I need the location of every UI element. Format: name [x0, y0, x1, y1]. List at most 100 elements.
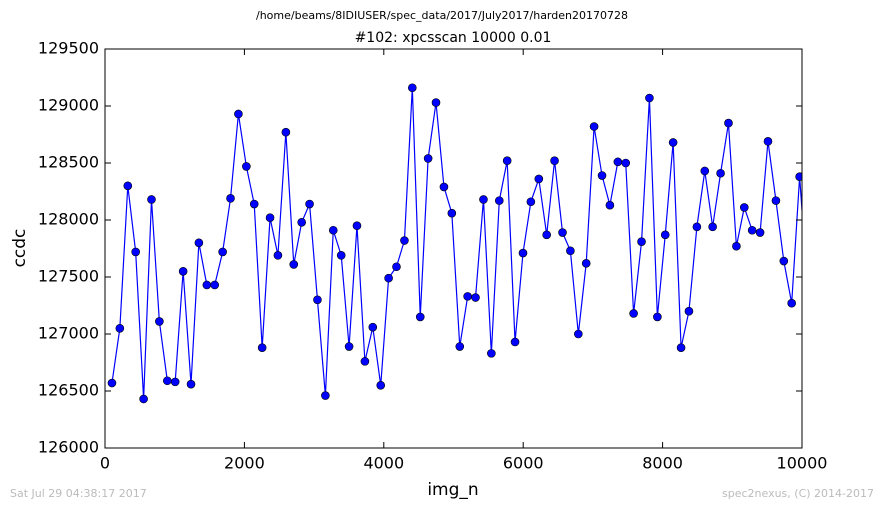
y-tick-label: 128500 [38, 153, 99, 172]
y-tick-label: 129500 [38, 39, 99, 58]
data-point [716, 168, 725, 178]
x-axis-label: img_n [427, 480, 478, 500]
data-point [297, 217, 306, 227]
data-point [479, 195, 488, 204]
data-point [566, 246, 575, 256]
data-point [218, 247, 227, 257]
data-point [376, 380, 386, 390]
data-point [787, 298, 796, 308]
data-point [502, 156, 512, 166]
data-point [415, 312, 425, 322]
data-point [747, 225, 757, 235]
data-point [684, 306, 694, 316]
data-point [273, 251, 283, 260]
data-point [455, 342, 465, 351]
data-point [739, 203, 749, 212]
data-point [668, 138, 678, 147]
data-point [226, 194, 235, 203]
data-point [589, 122, 599, 131]
data-point [763, 137, 773, 146]
data-point [249, 199, 259, 209]
data-point [336, 251, 346, 260]
data-point [257, 343, 267, 352]
data-point [447, 208, 457, 218]
data-point [621, 158, 631, 168]
y-axis-label: ccdc [10, 229, 30, 268]
data-point [313, 295, 322, 305]
data-point [574, 329, 583, 339]
data-point [692, 222, 702, 232]
data-point [613, 157, 623, 167]
data-point [123, 181, 133, 191]
data-point [732, 241, 741, 251]
data-point [550, 156, 559, 166]
y-tick-label: 126000 [38, 438, 99, 457]
data-point [408, 83, 417, 93]
data-point [795, 172, 802, 181]
data-point [352, 221, 362, 230]
data-point [155, 317, 164, 326]
data-point [487, 349, 496, 358]
y-tick-label: 126500 [38, 381, 99, 400]
data-point [392, 262, 401, 272]
data-point [147, 195, 156, 204]
data-point [194, 238, 204, 248]
x-tick-label: 0 [100, 454, 110, 473]
y-tick-label: 127000 [38, 324, 99, 343]
data-point [202, 280, 212, 290]
data-point [804, 284, 812, 292]
data-point [139, 394, 148, 404]
data-point [305, 199, 314, 209]
axes-frame [104, 48, 803, 449]
data-point [724, 118, 733, 128]
data-point [494, 196, 504, 205]
data-point [242, 162, 251, 171]
data-point [431, 98, 441, 107]
data-point [463, 292, 472, 301]
data-point [186, 379, 196, 389]
x-tick-label: 10000 [777, 454, 828, 473]
data-point [115, 323, 125, 333]
data-point [368, 322, 378, 332]
data-point [660, 230, 670, 240]
data-point [542, 230, 551, 240]
data-point [210, 280, 220, 290]
data-point [653, 312, 662, 322]
data-point [471, 293, 480, 302]
x-tick-label: 4000 [363, 454, 404, 473]
y-tick-label: 127500 [38, 267, 99, 286]
x-tick-label: 6000 [503, 454, 544, 473]
data-point [384, 273, 393, 283]
data-point [676, 343, 686, 352]
footer-left: Sat Jul 29 04:38:17 2017 [10, 487, 147, 500]
data-point [360, 357, 370, 366]
data-point [281, 127, 291, 137]
data-point [755, 228, 765, 237]
data-point [107, 378, 117, 388]
data-point [708, 222, 717, 232]
data-point [534, 174, 544, 184]
data-point [526, 197, 536, 207]
y-tick-label: 129000 [38, 96, 99, 115]
x-tick-label: 8000 [642, 454, 683, 473]
data-point [637, 237, 646, 246]
data-point [170, 377, 180, 387]
footer-right: spec2nexus, (C) 2014-2017 [722, 487, 874, 500]
data-point [178, 266, 188, 276]
data-point [597, 171, 607, 180]
data-point [605, 200, 615, 210]
data-line [111, 87, 802, 400]
data-point [779, 256, 789, 266]
data-point [289, 260, 299, 269]
suptitle: /home/beams/8IDIUSER/spec_data/2017/July… [256, 9, 628, 22]
data-point [131, 247, 140, 257]
data-point [581, 259, 591, 268]
plot-area [107, 83, 812, 404]
data-point [321, 391, 330, 400]
data-point [510, 337, 520, 347]
data-point [400, 236, 409, 245]
data-point [163, 376, 172, 386]
chart-title: #102: xpcsscan 10000 0.01 [355, 30, 552, 46]
data-point [234, 109, 243, 119]
data-point [558, 228, 567, 237]
